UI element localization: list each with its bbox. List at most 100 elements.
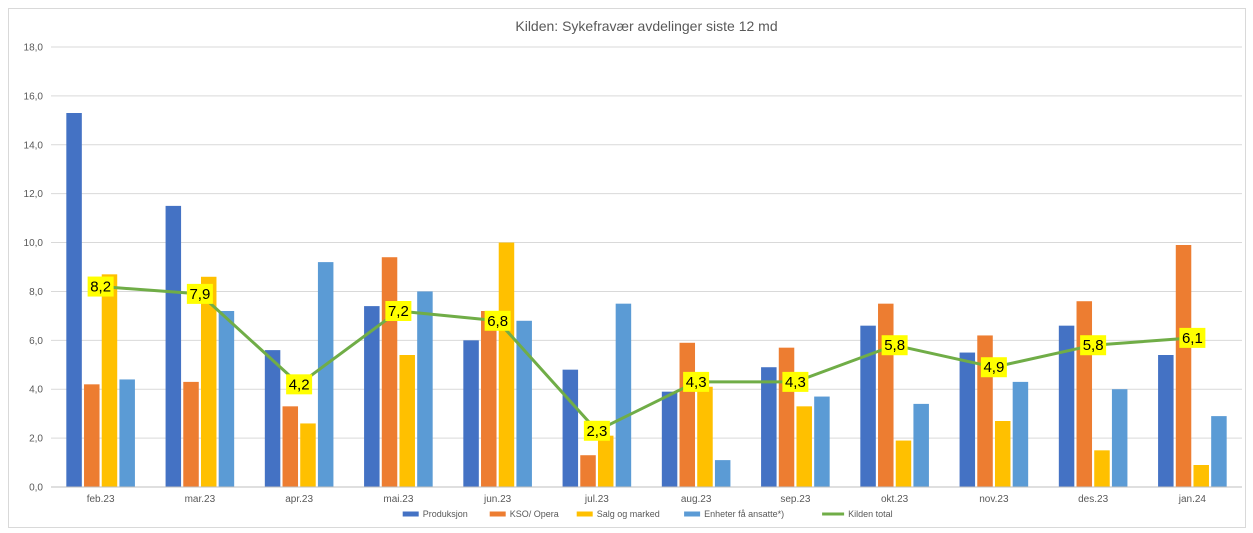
x-tick-label: feb.23 (87, 494, 115, 505)
data-label-background (683, 371, 710, 392)
bar (463, 340, 479, 487)
data-label: 5,8 (1083, 337, 1104, 354)
bar (615, 303, 632, 487)
legend-label: KSO/ Opera (510, 509, 559, 519)
bar (282, 406, 299, 487)
data-label-background (286, 374, 313, 395)
bar (697, 386, 713, 487)
bar (1158, 355, 1174, 487)
data-label: 4,9 (983, 359, 1004, 376)
legend-label: Produksjon (423, 509, 468, 519)
data-label-background (385, 301, 412, 321)
y-tick-label: 0,0 (29, 483, 43, 494)
series-line-kilden-total (100, 285, 1193, 433)
bar (200, 276, 217, 487)
legend-swatch (576, 511, 593, 517)
bar (1193, 465, 1209, 487)
y-tick-label: 2,0 (29, 434, 43, 445)
bar (481, 311, 497, 487)
legend-swatch (684, 511, 701, 517)
data-label-background (1179, 327, 1206, 348)
bar (679, 342, 696, 487)
bars-layer (66, 113, 1227, 487)
data-label-background (583, 420, 610, 441)
legend-swatch (402, 511, 419, 517)
bar (994, 421, 1011, 487)
data-label-background (1080, 335, 1107, 356)
bar (417, 291, 433, 487)
chart-title: Kilden: Sykefravær avdelinger siste 12 m… (515, 18, 777, 34)
x-tick-label: sep.23 (780, 494, 810, 505)
x-tick-label: des.23 (1078, 494, 1108, 505)
x-tick-label: jun.23 (483, 494, 512, 505)
data-label: 4,3 (785, 374, 806, 391)
data-label: 5,8 (884, 337, 905, 354)
y-tick-label: 14,0 (24, 140, 44, 151)
data-label: 6,8 (487, 313, 508, 330)
x-tick-label: apr.23 (285, 494, 313, 505)
bar (796, 406, 812, 487)
data-label-background (782, 371, 809, 392)
data-label: 7,2 (388, 303, 409, 320)
bar (381, 257, 398, 487)
bar (264, 350, 281, 487)
bar (1111, 389, 1128, 487)
data-label-background (484, 310, 511, 331)
x-tick-label: mai.23 (383, 494, 413, 505)
bar (597, 435, 614, 487)
bar (814, 396, 830, 487)
y-tick-label: 18,0 (24, 43, 44, 54)
bar (317, 262, 334, 487)
y-tick-label: 6,0 (29, 336, 43, 347)
data-label: 2,3 (586, 423, 607, 440)
bar (516, 320, 532, 487)
line-layer (100, 285, 1193, 433)
x-tick-label: aug.23 (681, 494, 712, 505)
data-label-background (980, 357, 1007, 378)
bar (364, 306, 380, 487)
bar (1012, 381, 1029, 487)
x-tick-label: nov.23 (979, 494, 1009, 505)
bar (959, 352, 976, 487)
axis-layer: 0,0 2,0 4,0 6,0 8,0 10,0 12,0 14,0 16,0 18,0 feb.2… (24, 43, 1242, 505)
x-tick-label: okt.23 (881, 494, 909, 505)
data-label-background (186, 283, 213, 304)
bar (183, 381, 199, 487)
bar (860, 325, 876, 487)
x-tick-label: mar.23 (185, 494, 216, 505)
data-label: 4,2 (289, 376, 310, 393)
bar (66, 113, 82, 487)
legend-swatch (489, 511, 506, 517)
bar (1058, 325, 1075, 487)
data-label-background (881, 335, 908, 356)
legend-label: Kilden total (848, 509, 893, 519)
bar (778, 347, 795, 487)
bar (84, 384, 100, 487)
bar (399, 355, 415, 487)
bar (878, 303, 894, 487)
bar (1211, 416, 1227, 487)
legend: Produksjon KSO/ Opera Salg og marked Enhete… (402, 509, 893, 519)
bar (580, 455, 596, 487)
data-label: 8,2 (90, 279, 111, 296)
bar (498, 242, 515, 487)
data-labels-layer: 8,2 7,9 4,2 7,2 6,8 2,3 4,3 4,3 5,8 4,9 5,8 6,1 (87, 276, 1206, 441)
data-label: 7,9 (189, 286, 210, 303)
data-label-background (87, 276, 114, 297)
legend-label: Salg og marked (597, 509, 660, 519)
bar (1175, 245, 1192, 487)
y-tick-label: 12,0 (24, 189, 44, 200)
bar (101, 274, 118, 487)
bar (218, 311, 235, 487)
bar (562, 369, 579, 487)
bar (1094, 450, 1110, 487)
bar (661, 391, 678, 487)
legend-label: Enheter få ansatte*) (704, 509, 784, 519)
bar (1076, 301, 1093, 487)
bar (165, 205, 182, 487)
x-tick-label: jul.23 (584, 494, 609, 505)
bar (119, 379, 135, 487)
y-tick-label: 4,0 (29, 385, 43, 396)
x-tick-label: jan.24 (1178, 494, 1207, 505)
bar (761, 367, 777, 487)
